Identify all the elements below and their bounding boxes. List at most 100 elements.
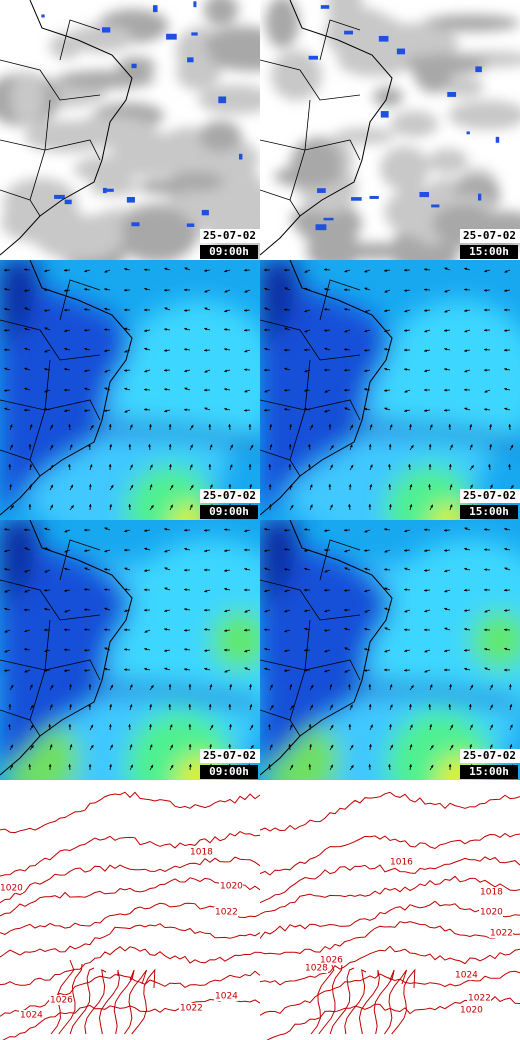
arrow-head <box>504 608 507 612</box>
arrow-head <box>109 704 113 707</box>
panel <box>0 520 260 780</box>
arrow-head <box>130 764 133 768</box>
arrow-head <box>404 309 408 313</box>
arrow-head <box>104 549 108 553</box>
arrow-head <box>284 367 288 371</box>
arrow-head <box>490 484 493 488</box>
arrow-head <box>364 567 368 571</box>
arrow-head <box>428 464 432 467</box>
arrow-head <box>348 724 352 727</box>
arrow-head <box>164 609 168 613</box>
arrow-head <box>4 407 8 411</box>
arrow-head <box>404 329 407 332</box>
arrow-head <box>350 765 354 769</box>
arrow-head <box>364 407 368 411</box>
arrow-head <box>344 669 348 673</box>
arrow-head <box>224 648 227 652</box>
wind-zone <box>210 610 260 670</box>
arrow-head <box>204 269 207 272</box>
arrow-head <box>288 744 292 747</box>
arrow-head <box>144 569 147 572</box>
arrow-head <box>64 367 67 371</box>
arrow-head <box>84 387 88 391</box>
arrow-head <box>48 764 52 767</box>
arrow-head <box>324 609 328 613</box>
arrow-head <box>509 704 513 708</box>
arrow-head <box>190 485 194 488</box>
arrow-head <box>69 744 73 748</box>
arrow-head <box>24 629 28 633</box>
border <box>59 539 101 581</box>
arrow-head <box>324 308 327 311</box>
arrow-head <box>450 744 454 748</box>
arrow-head <box>224 347 227 351</box>
time-label: 15:00h <box>469 765 509 778</box>
cloud <box>10 70 45 125</box>
arrow-head <box>148 444 152 447</box>
isobar <box>260 832 520 876</box>
arrow-head <box>344 588 347 592</box>
cold-cloud <box>351 197 362 201</box>
arrow-head <box>304 668 307 672</box>
arrow-head <box>29 424 33 428</box>
arrow-head <box>108 424 112 427</box>
arrow-head <box>209 684 213 688</box>
land-dark <box>0 260 40 350</box>
arrow-head <box>328 484 332 487</box>
arrow-head <box>264 307 268 311</box>
isobar-label-bg <box>304 963 328 973</box>
arrow-head <box>284 609 288 613</box>
arrow-head <box>268 724 271 727</box>
arrow-head <box>484 288 487 292</box>
arrow-head <box>290 705 294 709</box>
arrow-head <box>64 289 67 292</box>
arrow-head <box>284 669 287 672</box>
isobar <box>358 969 380 1035</box>
arrow-head <box>124 288 127 292</box>
cold-cloud <box>477 193 482 201</box>
cold-cloud <box>308 55 318 60</box>
arrow-head <box>284 629 288 633</box>
arrow-head <box>144 608 147 612</box>
arrow-head <box>84 409 87 412</box>
arrow-head <box>84 308 87 311</box>
arrow-head <box>469 424 473 428</box>
arrow-head <box>389 424 393 428</box>
arrow-head <box>124 567 128 571</box>
arrow-head <box>169 724 173 728</box>
arrow-head <box>504 387 508 391</box>
arrow-head <box>264 328 267 332</box>
border <box>59 279 101 321</box>
arrow-head <box>404 409 408 413</box>
arrow-head <box>150 764 154 768</box>
arrow-head <box>184 369 188 373</box>
arrow-head <box>68 764 72 767</box>
cold-cloud <box>320 5 330 9</box>
arrow-head <box>289 424 292 427</box>
arrow-head <box>170 504 173 508</box>
arrow-head <box>244 328 247 332</box>
arrow-head <box>248 464 252 467</box>
arrow-head <box>464 588 467 592</box>
arrow-head <box>208 424 212 427</box>
cold-cloud <box>431 204 440 208</box>
arrow-head <box>244 408 247 412</box>
arrow-head <box>444 569 448 573</box>
arrow-head <box>470 684 473 688</box>
isobar <box>260 856 520 904</box>
arrow-head <box>308 724 312 727</box>
cold-cloud <box>126 196 135 203</box>
arrow-head <box>330 504 333 508</box>
cold-cloud <box>317 188 326 193</box>
arrow-head <box>288 464 292 467</box>
arrow-head <box>69 704 72 707</box>
arrow-head <box>404 389 408 393</box>
arrow-head <box>324 328 327 332</box>
arrow-head <box>104 409 107 413</box>
arrow-head <box>50 504 53 508</box>
arrow-head <box>4 629 8 633</box>
date-label: 25-07-02 <box>463 229 516 242</box>
arrow-head <box>508 684 512 687</box>
cloud <box>380 146 430 191</box>
